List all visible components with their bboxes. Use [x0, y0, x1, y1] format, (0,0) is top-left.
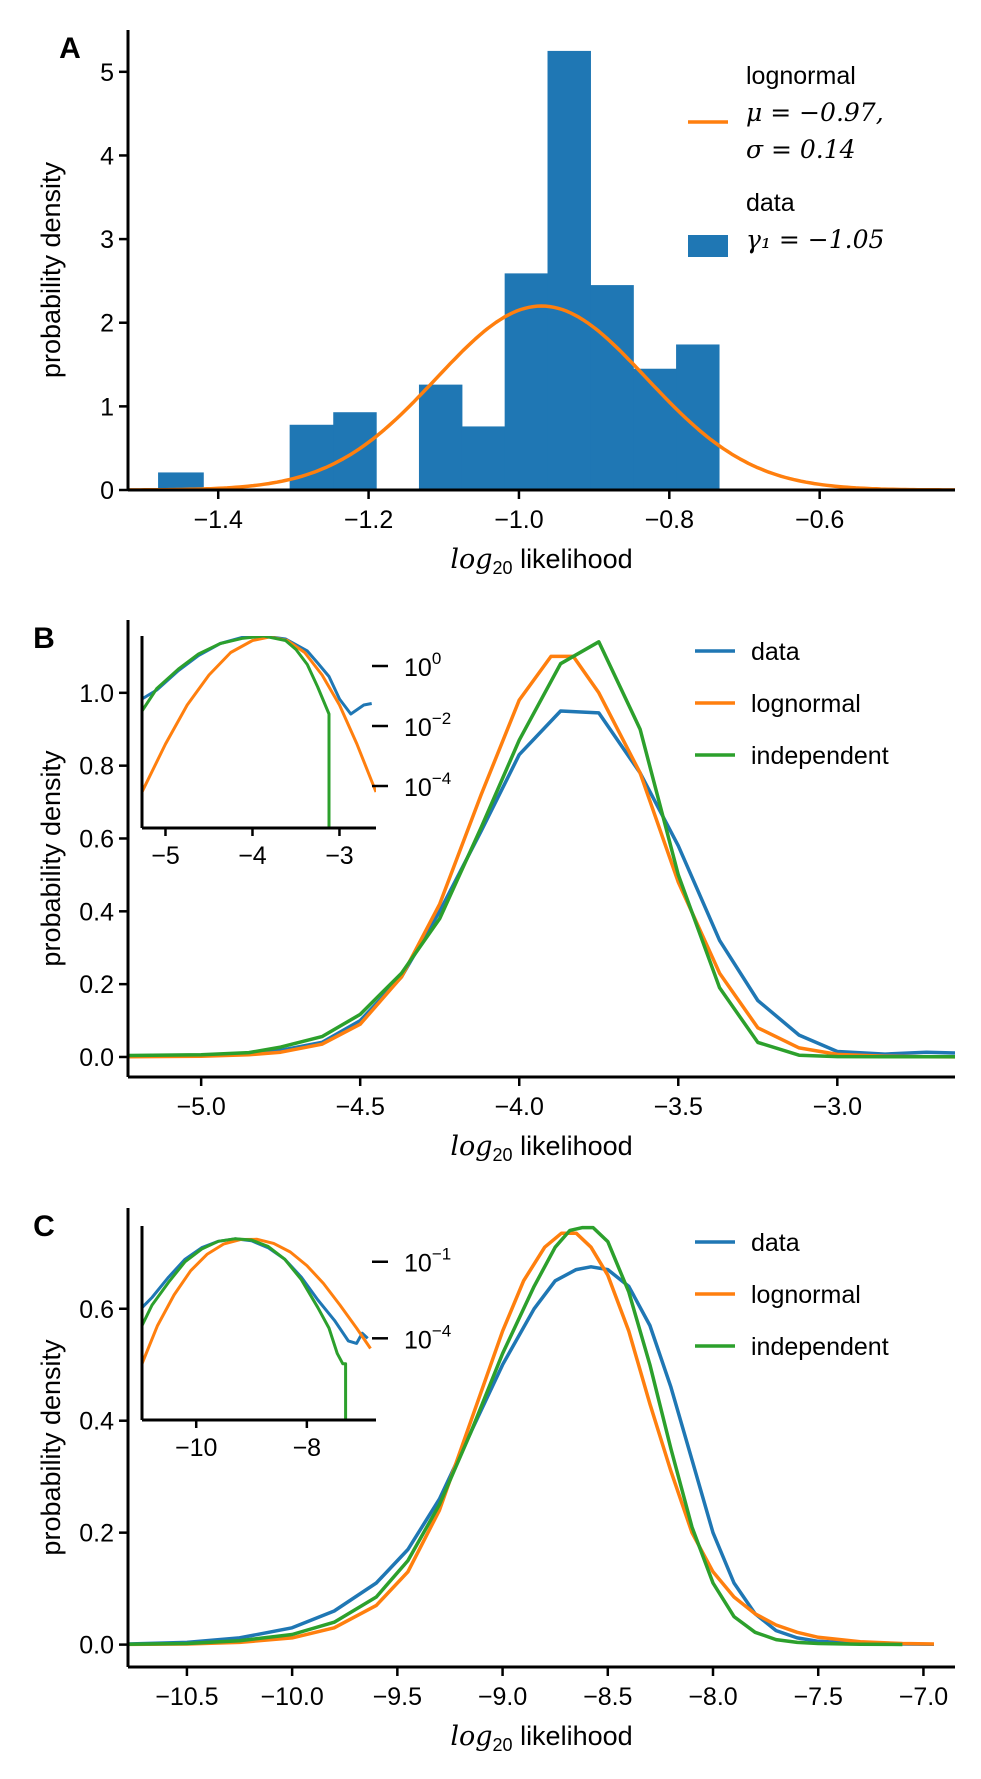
y-tick-label: 0.0	[79, 1632, 114, 1660]
x-tick-label: −1.2	[344, 506, 393, 534]
inset-x-tick-label: −8	[293, 1434, 322, 1462]
y-tick-label: 2	[100, 310, 114, 338]
inset-x-tick-label: −5	[151, 842, 180, 870]
legend-swatch-patch	[688, 235, 728, 257]
y-tick-label: 0.2	[79, 1520, 114, 1548]
legend-text: σ = 0.14	[746, 135, 856, 164]
y-tick-label: 0.2	[79, 971, 114, 999]
series-independent-line	[128, 640, 955, 1059]
x-tick-label: −1.4	[194, 506, 243, 534]
y-tick-label: 0.8	[79, 753, 114, 781]
inset-plot-area	[142, 1237, 372, 1420]
panel-label: B	[33, 622, 55, 655]
x-tick-label: −8.0	[688, 1683, 737, 1711]
series-lognormal-line	[128, 304, 955, 490]
y-axis-label: probability density	[36, 161, 66, 378]
y-tick-label: 0	[100, 477, 114, 505]
legend-text-independent: independent	[751, 1333, 889, 1361]
plot-area	[128, 640, 955, 1059]
inset-background	[142, 1226, 376, 1420]
y-tick-label: 0.6	[79, 825, 114, 853]
legend: data lognormal independent	[695, 638, 889, 770]
legend-text: γ₁ = −1.05	[746, 225, 884, 254]
y-tick-label: 1.0	[79, 680, 114, 708]
inset: −10 −8 10−1 10−4	[140, 1226, 451, 1462]
legend-text-lognormal: lognormal	[751, 690, 861, 718]
inset-y-tick-label: 10−1	[404, 1245, 451, 1278]
inset-x-tick-label: −4	[238, 842, 267, 870]
series-lognormal-line	[128, 654, 955, 1059]
x-tick-label: −5.0	[176, 1093, 225, 1121]
histogram-bar	[590, 285, 634, 490]
plot-area	[128, 50, 955, 490]
legend-text-data: data	[751, 638, 800, 666]
x-axis-label: log20 likelihood	[450, 1721, 632, 1755]
plot-area	[128, 1225, 935, 1647]
histogram-bar	[547, 50, 591, 490]
legend-text: lognormal	[746, 62, 856, 90]
x-tick-label: −1.0	[494, 506, 543, 534]
y-tick-label: 0.6	[79, 1296, 114, 1324]
legend-text: data	[746, 189, 795, 217]
x-tick-label: −7.5	[794, 1683, 843, 1711]
panel-label: A	[59, 32, 81, 65]
x-tick-label: −9.0	[478, 1683, 527, 1711]
histogram-bar	[158, 472, 204, 490]
series-lognormal-line	[128, 1231, 935, 1647]
panel-b: −5.0 −4.5 −4.0 −3.5 −3.0 0.0 0.2 0.4 0.6 0.8 1.0 lo…	[33, 620, 955, 1165]
legend-text-lognormal: lognormal	[751, 1281, 861, 1309]
inset-background	[142, 636, 376, 828]
x-axis-label: log20 likelihood	[450, 544, 632, 578]
y-axis-label: probability density	[36, 1339, 66, 1556]
histogram-bar	[289, 424, 334, 490]
inset-series-independent-line	[142, 636, 331, 828]
panel-a: −1.4 −1.2 −1.0 −0.8 −0.6 0 1 2 3 4 5 log20 likeliho…	[36, 30, 955, 578]
x-tick-label: −4.5	[336, 1093, 385, 1121]
panel-c: −10.5 −10.0 −9.5 −9.0 −8.5 −8.0 −7.5 −7.0 0.0 0.2…	[33, 1208, 955, 1755]
y-tick-label: 3	[100, 226, 114, 254]
x-tick-label: −9.5	[373, 1683, 422, 1711]
legend: lognormal μ = −0.97, σ = 0.14 data γ₁ = −1.0…	[688, 62, 884, 257]
x-tick-label: −10.5	[155, 1683, 218, 1711]
inset-y-tick-label: 10−2	[404, 709, 451, 742]
y-tick-label: 5	[100, 59, 114, 87]
x-axis-label: log20 likelihood	[450, 1131, 632, 1165]
series-data-line	[128, 709, 955, 1058]
x-tick-label: −7.0	[899, 1683, 948, 1711]
legend-text: μ = −0.97,	[746, 98, 884, 127]
x-tick-label: −8.5	[583, 1683, 632, 1711]
legend: data lognormal independent	[695, 1229, 889, 1361]
inset-x-tick-label: −3	[325, 842, 354, 870]
inset: −5 −4 −3 100 10−2 10−4	[140, 636, 451, 870]
series-independent-line	[128, 1225, 903, 1647]
series-data-line	[128, 1265, 935, 1647]
y-tick-label: 0.4	[79, 898, 114, 926]
panel-label: C	[33, 1210, 55, 1243]
inset-series-lognormal-line	[142, 1237, 372, 1365]
histogram-bar	[418, 384, 463, 490]
y-tick-label: 0.4	[79, 1408, 114, 1436]
inset-y-tick-label: 10−4	[404, 769, 451, 802]
legend-text-data: data	[751, 1229, 800, 1257]
x-tick-label: −10.0	[261, 1683, 324, 1711]
x-tick-label: −0.8	[645, 506, 694, 534]
x-tick-label: −0.6	[795, 506, 844, 534]
y-tick-label: 4	[100, 142, 114, 170]
inset-y-tick-label: 10−4	[404, 1321, 451, 1354]
legend-text-independent: independent	[751, 742, 889, 770]
inset-series-independent-line	[142, 1237, 348, 1420]
inset-plot-area	[142, 636, 376, 828]
y-axis-label: probability density	[36, 750, 66, 967]
histogram-bar	[461, 426, 506, 490]
inset-y-tick-label: 100	[404, 649, 441, 682]
y-tick-label: 0.0	[79, 1044, 114, 1072]
y-tick-label: 1	[100, 393, 114, 421]
x-tick-label: −3.5	[654, 1093, 703, 1121]
inset-x-tick-label: −10	[175, 1434, 217, 1462]
x-tick-label: −3.0	[813, 1093, 862, 1121]
x-tick-label: −4.0	[495, 1093, 544, 1121]
